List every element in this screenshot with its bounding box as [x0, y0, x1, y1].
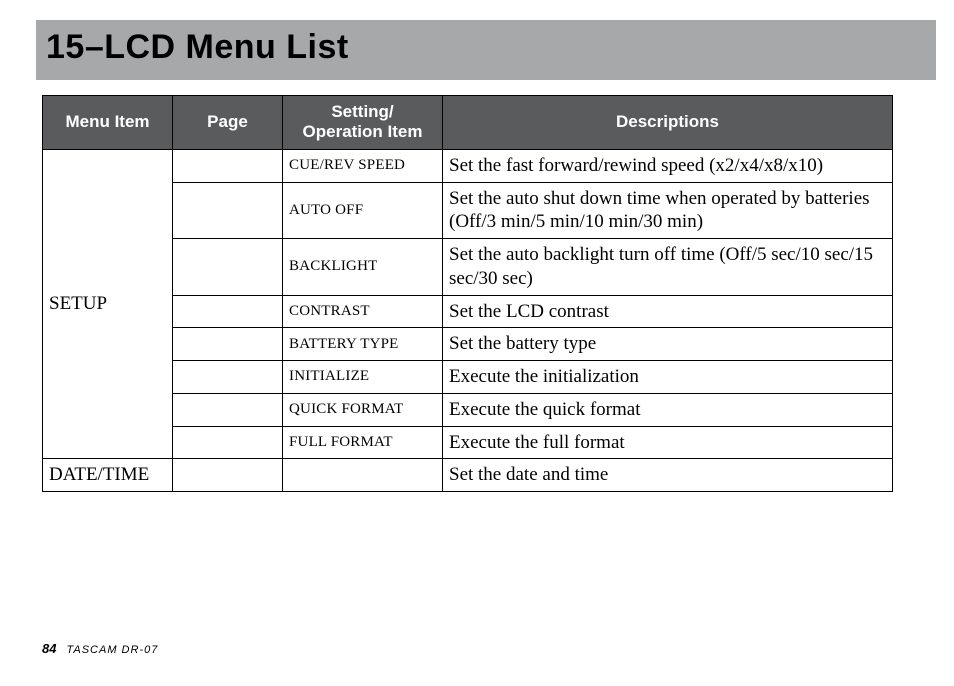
col-setting-line2: Operation Item	[303, 122, 423, 141]
cell-description: Set the battery type	[443, 328, 893, 361]
cell-description: Execute the quick format	[443, 393, 893, 426]
cell-menu-item: DATE/TIME	[43, 459, 173, 492]
cell-page	[173, 182, 283, 239]
cell-page	[173, 149, 283, 182]
cell-setting: AUTO OFF	[283, 182, 443, 239]
cell-description: Set the LCD contrast	[443, 295, 893, 328]
cell-page	[173, 361, 283, 394]
cell-page	[173, 426, 283, 459]
cell-setting: INITIALIZE	[283, 361, 443, 394]
cell-description: Execute the initialization	[443, 361, 893, 394]
cell-description: Set the auto shut down time when operate…	[443, 182, 893, 239]
manual-page: 15–LCD Menu List Menu Item Page Setting/…	[0, 0, 954, 686]
cell-description: Execute the full format	[443, 426, 893, 459]
menu-table-head: Menu Item Page Setting/ Operation Item D…	[43, 96, 893, 150]
cell-description: Set the fast forward/rewind speed (x2/x4…	[443, 149, 893, 182]
page-title: 15–LCD Menu List	[46, 28, 349, 67]
header-row: Menu Item Page Setting/ Operation Item D…	[43, 96, 893, 150]
cell-setting	[283, 459, 443, 492]
footer-page-number: 84	[42, 641, 56, 656]
title-band: 15–LCD Menu List	[36, 20, 936, 80]
col-descriptions: Descriptions	[443, 96, 893, 150]
page-footer: 84 TASCAM DR-07	[42, 641, 158, 656]
col-page: Page	[173, 96, 283, 150]
menu-table-body: SETUP CUE/REV SPEED Set the fast forward…	[43, 149, 893, 491]
cell-page	[173, 393, 283, 426]
col-setting: Setting/ Operation Item	[283, 96, 443, 150]
table-row: SETUP CUE/REV SPEED Set the fast forward…	[43, 149, 893, 182]
cell-setting: CUE/REV SPEED	[283, 149, 443, 182]
cell-setting: BATTERY TYPE	[283, 328, 443, 361]
cell-page	[173, 459, 283, 492]
cell-setting: QUICK FORMAT	[283, 393, 443, 426]
menu-table: Menu Item Page Setting/ Operation Item D…	[42, 95, 893, 492]
cell-menu-item: SETUP	[43, 149, 173, 459]
table-row: DATE/TIME Set the date and time	[43, 459, 893, 492]
cell-page	[173, 295, 283, 328]
cell-description: Set the auto backlight turn off time (Of…	[443, 239, 893, 296]
cell-setting: FULL FORMAT	[283, 426, 443, 459]
cell-description: Set the date and time	[443, 459, 893, 492]
footer-model: TASCAM DR-07	[66, 644, 158, 656]
cell-setting: CONTRAST	[283, 295, 443, 328]
menu-table-wrap: Menu Item Page Setting/ Operation Item D…	[42, 95, 893, 492]
col-setting-line1: Setting/	[331, 102, 393, 121]
cell-setting: BACKLIGHT	[283, 239, 443, 296]
col-menu-item: Menu Item	[43, 96, 173, 150]
cell-page	[173, 328, 283, 361]
cell-page	[173, 239, 283, 296]
